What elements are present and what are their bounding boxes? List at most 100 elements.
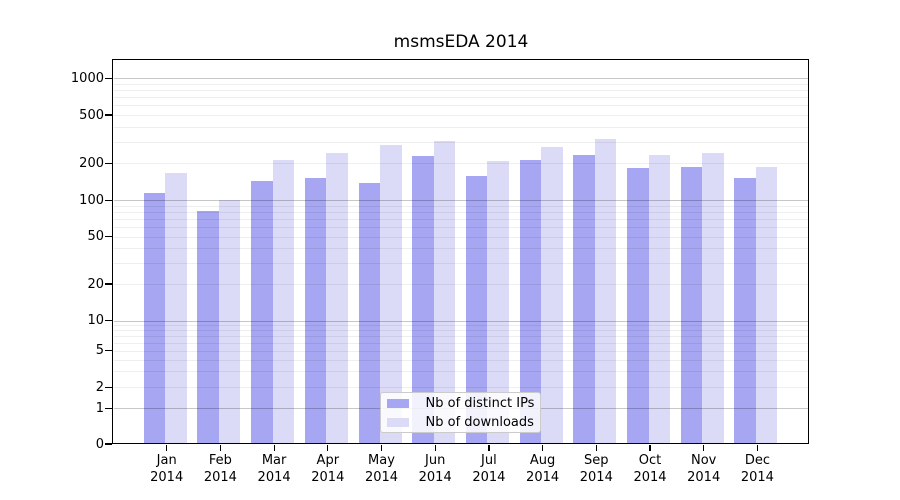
bar-distinct-ips-jun [412, 155, 434, 443]
x-tick-label-sep: Sep 2014 [579, 453, 613, 485]
x-tick-label-oct: Oct 2014 [633, 453, 667, 485]
bar-downloads-aug [541, 146, 563, 443]
gridline-y-60 [114, 227, 809, 229]
bar-distinct-ips-aug [519, 159, 542, 443]
gridline-y-300 [114, 141, 809, 143]
gridline-y-6 [114, 342, 809, 344]
x-tick-label-aug: Aug 2014 [526, 453, 560, 485]
gridline-y-2 [114, 387, 809, 389]
legend-item-distinct-ips: Nb of distinct IPs [381, 394, 540, 413]
legend-label-distinct-ips: Nb of distinct IPs [425, 395, 535, 411]
legend-swatch-distinct-ips [387, 398, 409, 408]
bar-downloads-jul [487, 160, 509, 443]
y-tick-label-1: 1 [95, 400, 104, 416]
bar-distinct-ips-mar [251, 181, 273, 443]
x-tick-label-apr: Apr 2014 [311, 453, 345, 485]
y-tick-1 [105, 407, 112, 409]
bar-distinct-ips-dec [734, 178, 756, 443]
y-tick-label-5: 5 [95, 343, 104, 359]
x-tick-mar [273, 444, 275, 451]
gridline-y-80 [114, 212, 809, 214]
y-tick-2 [105, 386, 112, 388]
x-tick-label-dec: Dec 2014 [740, 453, 774, 485]
gridline-y-30 [114, 263, 809, 265]
x-tick-jan [166, 444, 168, 451]
y-tick-label-20: 20 [87, 276, 104, 292]
gridline-y-40 [114, 248, 809, 250]
gridline-y-600 [114, 105, 809, 107]
gridline-y-700 [114, 97, 809, 99]
y-tick-100 [105, 199, 112, 202]
gridline-y-20 [114, 284, 809, 285]
y-tick-1000 [105, 77, 112, 79]
bar-distinct-ips-sep [573, 154, 595, 443]
y-tick-label-0: 0 [95, 436, 104, 452]
gridline-y-70 [114, 219, 809, 221]
x-tick-label-mar: Mar 2014 [257, 453, 291, 485]
gridline-y-50 [114, 236, 809, 238]
x-tick-label-feb: Feb 2014 [203, 453, 237, 485]
y-tick-label-100: 100 [79, 192, 104, 208]
gridline-y-8 [114, 330, 809, 332]
y-tick-label-500: 500 [79, 107, 104, 123]
bar-downloads-dec [755, 166, 778, 443]
bar-distinct-ips-may [358, 182, 380, 443]
bar-downloads-jun [433, 141, 456, 443]
gridline-y-800 [114, 90, 809, 92]
bar-downloads-sep [594, 139, 617, 443]
y-tick-label-50: 50 [87, 229, 104, 245]
y-tick-0 [105, 443, 112, 445]
x-tick-nov [703, 444, 705, 451]
gridline-y-5 [114, 350, 809, 352]
gridline-y-900 [114, 83, 809, 85]
bar-downloads-may [380, 144, 402, 443]
bar-distinct-ips-oct [627, 168, 649, 443]
x-tick-oct [649, 444, 651, 451]
y-tick-label-2: 2 [95, 379, 104, 395]
legend-item-downloads: Nb of downloads [381, 413, 540, 432]
y-tick-20 [105, 283, 112, 285]
bar-distinct-ips-apr [304, 177, 327, 443]
x-tick-label-may: May 2014 [364, 453, 399, 485]
bar-downloads-feb [218, 200, 241, 443]
x-tick-aug [542, 444, 544, 451]
gridline-y-3 [114, 371, 809, 373]
x-tick-label-nov: Nov 2014 [687, 453, 721, 485]
bar-distinct-ips-jul [465, 175, 488, 443]
gridline-y-400 [114, 126, 809, 128]
bar-downloads-nov [702, 153, 724, 443]
x-tick-sep [595, 444, 597, 451]
y-tick-5 [105, 350, 112, 352]
x-tick-jul [488, 444, 490, 451]
chart-title: msmsEDA 2014 [393, 32, 529, 52]
bar-downloads-oct [648, 155, 670, 443]
x-tick-label-jun: Jun 2014 [418, 453, 452, 485]
y-tick-50 [105, 236, 112, 238]
bar-downloads-apr [326, 152, 348, 443]
gridline-y-90 [114, 205, 809, 207]
x-tick-label-jul: Jul 2014 [472, 453, 506, 485]
gridline-y-9 [114, 325, 809, 327]
bar-distinct-ips-nov [680, 166, 703, 443]
gridline-y-200 [114, 163, 809, 165]
y-tick-label-10: 10 [87, 313, 104, 329]
bar-downloads-mar [272, 159, 295, 443]
x-tick-apr [327, 444, 329, 451]
x-tick-dec [756, 444, 759, 451]
bar-downloads-jan [165, 173, 187, 443]
gridline-y-1000 [114, 78, 809, 80]
x-tick-jun [434, 444, 436, 451]
bar-distinct-ips-feb [197, 211, 219, 443]
gridline-y-100 [114, 200, 809, 202]
x-tick-may [380, 444, 383, 451]
y-tick-label-200: 200 [79, 155, 104, 171]
gridline-y-7 [114, 336, 809, 338]
gridline-y-10 [114, 320, 809, 322]
legend-swatch-downloads [387, 417, 409, 427]
x-tick-feb [219, 444, 222, 451]
y-tick-500 [105, 114, 112, 116]
y-tick-10 [105, 320, 112, 322]
x-tick-label-jan: Jan 2014 [150, 453, 184, 485]
gridline-y-500 [114, 115, 809, 116]
